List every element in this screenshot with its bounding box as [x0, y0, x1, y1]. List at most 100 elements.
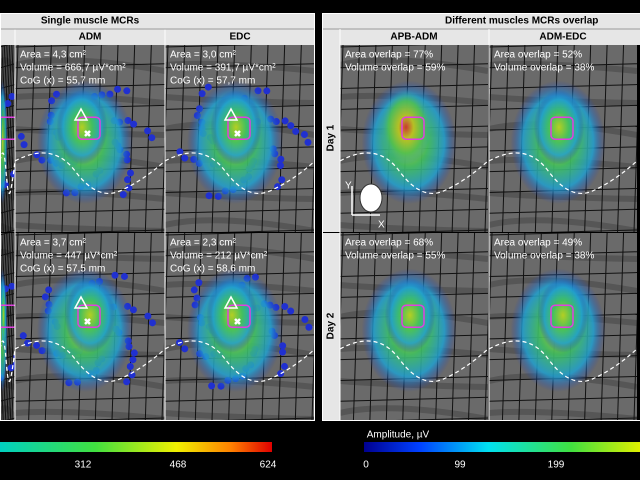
central-sulcus [489, 340, 637, 383]
stim-point [119, 191, 127, 199]
stim-point [24, 339, 32, 347]
grid [0, 233, 10, 236]
block-border [0, 13, 315, 421]
map-panel [15, 233, 165, 420]
heat-blob [537, 277, 589, 353]
grid [352, 45, 360, 232]
stim-point [279, 348, 287, 356]
hotspot-marker [223, 295, 239, 309]
grid [165, 45, 169, 155]
row-header: Day 2 [326, 312, 337, 339]
grid [165, 63, 315, 69]
colorbar-tick: 312 [75, 460, 92, 471]
row-header-band [322, 233, 340, 420]
grid [15, 63, 165, 69]
grid [11, 122, 15, 232]
grid [5, 229, 15, 232]
grid [165, 233, 259, 236]
grid [15, 251, 165, 257]
grid [340, 45, 433, 48]
grid [340, 208, 488, 214]
stim-point [7, 364, 15, 372]
central-sulcus [0, 340, 15, 383]
stim-point [129, 306, 137, 314]
sulcus [489, 250, 637, 262]
grid [165, 45, 259, 48]
grid [15, 45, 109, 48]
grid [161, 122, 165, 232]
map-panel [340, 233, 488, 420]
stim-point [301, 315, 309, 323]
panel-stat: Volume overlap = 55% [345, 251, 445, 262]
hotspot-marker [73, 107, 89, 121]
grid [544, 229, 637, 232]
colorbar-right [364, 442, 640, 452]
heat-blob [206, 277, 258, 353]
hotspot [401, 304, 425, 328]
grid [0, 45, 4, 155]
stim-point [19, 332, 27, 340]
stim-point [144, 312, 152, 320]
stim-point [17, 132, 25, 140]
panel-stat: CoG (x) = 57,5 mm [20, 264, 105, 275]
stim-point [281, 362, 289, 370]
panel-stat: Volume overlap = 38% [494, 63, 594, 74]
colorbar-label: Amplitude, µV [367, 430, 430, 441]
grid [617, 45, 625, 232]
panel-stat: Area overlap = 77% [345, 50, 433, 61]
grid [161, 310, 165, 420]
grid [468, 45, 476, 232]
sulcus [165, 60, 315, 74]
stim-point [130, 120, 138, 128]
panel-stat: Volume = 447 µV*cm² [20, 251, 118, 262]
stim-point [287, 307, 295, 315]
central-sulcus [340, 340, 488, 383]
stim-point [281, 117, 289, 125]
grid [633, 122, 637, 232]
map-panel [0, 45, 15, 232]
panel-stat: Area = 3,0 cm² [170, 50, 237, 61]
grid [165, 208, 315, 214]
heat-blob [64, 277, 116, 353]
grid [178, 45, 186, 232]
column-header: EDC [229, 32, 250, 43]
axis-label: X [378, 220, 385, 231]
grid [340, 45, 344, 155]
stim-point [114, 85, 122, 93]
grid [178, 233, 186, 420]
stim-point [126, 363, 134, 371]
heat-blob [533, 89, 585, 165]
hotspot [401, 116, 425, 140]
grid [11, 310, 15, 420]
panels: Single muscle MCRs Area = 4,3 cm² Volume =… [0, 13, 640, 421]
panel-stat: CoG (x) = 55,7 mm [20, 76, 105, 87]
colorbar-tick: 468 [170, 460, 187, 471]
stim-point [176, 148, 184, 156]
colorbar-tick: 199 [548, 460, 565, 471]
stim-point [128, 371, 136, 379]
grid [489, 45, 582, 48]
hotspot-marker [223, 107, 239, 121]
column-header: APB-ADM [390, 32, 437, 43]
heat-blob [380, 89, 432, 165]
panel-stat: Volume = 391,7 µV*cm² [170, 63, 276, 74]
stim-point [144, 127, 152, 135]
cog-marker [84, 318, 91, 325]
stim-point [129, 356, 137, 364]
grid [15, 233, 109, 236]
grid [340, 233, 433, 236]
row-header-band [322, 45, 340, 232]
axis-label: Y [345, 181, 352, 192]
grid [165, 396, 315, 402]
panel-stat: Area overlap = 52% [494, 50, 582, 61]
central-sulcus [15, 340, 165, 383]
stim-point [130, 349, 138, 357]
stim-point [281, 302, 289, 310]
grid [489, 251, 637, 257]
grid [5, 417, 15, 420]
grid [352, 233, 360, 420]
grid [489, 45, 493, 155]
grid [165, 233, 169, 343]
colorbar-tick: 99 [454, 460, 466, 471]
cog-marker [234, 318, 241, 325]
